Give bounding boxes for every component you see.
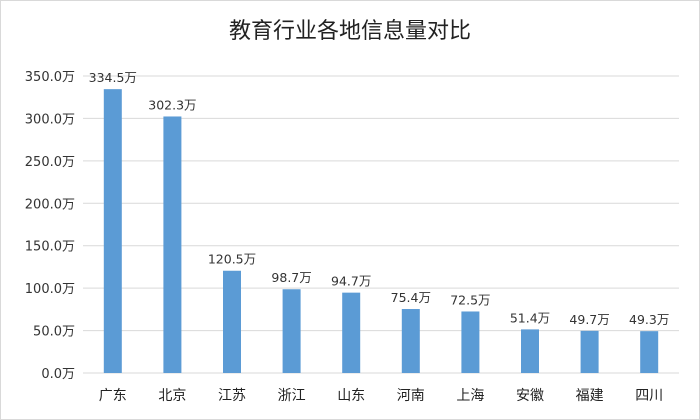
y-tick-label: 200.0万 — [25, 197, 75, 212]
bar-4 — [342, 292, 361, 373]
x-category-label: 安徽 — [516, 388, 544, 404]
data-label: 302.3万 — [148, 97, 196, 112]
x-axis-categories: 广东 北京 江苏 浙江 山东 河南 上海 安徽 福建 四川 — [99, 388, 663, 404]
data-label: 49.7万 — [569, 312, 609, 327]
x-category-label: 广东 — [99, 388, 127, 404]
y-tick-label: 150.0万 — [25, 240, 75, 255]
y-tick-label: 250.0万 — [25, 155, 75, 170]
y-tick-label: 100.0万 — [25, 282, 75, 297]
x-category-label: 上海 — [456, 388, 484, 404]
data-label: 72.5万 — [450, 292, 490, 307]
x-category-label: 四川 — [635, 388, 663, 404]
data-label: 75.4万 — [391, 290, 431, 305]
bar-8 — [580, 330, 599, 373]
data-label: 51.4万 — [510, 310, 550, 325]
bars — [103, 89, 659, 373]
y-tick-label: 300.0万 — [25, 112, 75, 127]
y-axis-ticks: 0.0万 50.0万 100.0万 150.0万 200.0万 250.0万 300.0万 3… — [25, 70, 75, 382]
x-category-label: 福建 — [576, 388, 604, 404]
bar-9 — [640, 331, 659, 373]
x-category-label: 浙江 — [278, 388, 306, 404]
y-tick-label: 350.0万 — [25, 70, 75, 85]
chart-title: 教育行业各地信息量对比 — [228, 19, 471, 44]
y-tick-label: 50.0万 — [33, 325, 75, 340]
bar-3 — [282, 289, 301, 373]
data-labels: 334.5万 302.3万 120.5万 98.7万 94.7万 75.4万 72.5万 51… — [89, 70, 670, 327]
bar-7 — [521, 329, 539, 373]
data-label: 94.7万 — [331, 274, 371, 289]
x-category-label: 山东 — [337, 388, 365, 404]
data-label: 334.5万 — [89, 70, 137, 85]
x-category-label: 河南 — [397, 388, 425, 404]
data-label: 98.7万 — [271, 270, 311, 285]
bar-0 — [103, 89, 122, 373]
y-tick-label: 0.0万 — [41, 367, 75, 382]
bar-1 — [163, 116, 182, 373]
x-category-label: 江苏 — [218, 388, 246, 404]
bar-2 — [223, 270, 241, 373]
data-label: 49.3万 — [629, 312, 669, 327]
x-category-label: 北京 — [158, 388, 186, 404]
data-label: 120.5万 — [208, 252, 256, 267]
gridlines — [83, 75, 679, 374]
bar-5 — [401, 309, 420, 373]
bar-6 — [461, 311, 480, 373]
